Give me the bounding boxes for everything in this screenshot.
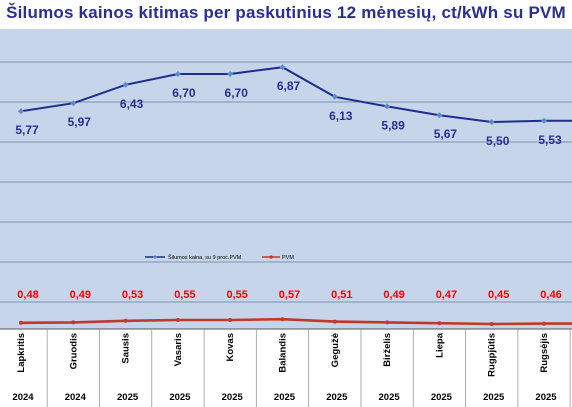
data-label-price: 5,77 <box>15 123 39 137</box>
legend: Šilumos kaina, su 9 proc.PVM PVM <box>145 254 294 261</box>
x-year-label: 2025 <box>379 392 401 403</box>
x-tick-label: Birželis <box>382 333 393 367</box>
x-year-label: 2025 <box>535 392 557 403</box>
legend-marker-vat <box>269 255 273 259</box>
data-label-price: 5,89 <box>381 118 405 132</box>
data-label-vat: 0,55 <box>174 289 195 301</box>
legend-marker-price <box>153 255 157 259</box>
data-label-price: 5,53 <box>538 133 562 147</box>
x-year-label: 2025 <box>483 392 505 403</box>
data-point-vat <box>332 319 337 324</box>
data-label-vat: 0,53 <box>122 289 143 301</box>
series-line-vat <box>20 317 572 326</box>
data-point-vat <box>175 318 180 322</box>
x-year-label: 2025 <box>326 392 348 403</box>
data-point-price <box>384 103 391 110</box>
data-point-vat <box>280 317 285 322</box>
data-label-vat: 0,47 <box>436 289 457 301</box>
data-label-vat: 0,49 <box>383 289 404 301</box>
plot-area <box>0 29 572 329</box>
data-point-vat <box>542 321 546 326</box>
data-point-price <box>227 71 234 77</box>
series-line-price <box>20 66 572 124</box>
data-point-vat <box>71 320 76 325</box>
data-label-vat: 0,57 <box>279 289 300 301</box>
data-point-vat <box>437 321 442 326</box>
x-tick-label: Balandis <box>278 333 289 373</box>
data-label-price: 6,70 <box>172 86 196 100</box>
x-tick-label: Gegužė <box>330 333 341 367</box>
x-tick-label: Sausis <box>121 333 132 364</box>
legend-label-price: Šilumos kaina, su 9 proc.PVM <box>168 254 242 261</box>
data-label-vat: 0,51 <box>331 289 352 301</box>
data-label-vat: 0,46 <box>540 289 561 301</box>
data-point-price <box>18 108 24 115</box>
x-tick-label: Rugsėjis <box>539 333 550 373</box>
data-point-vat <box>228 318 233 322</box>
data-label-price: 5,67 <box>434 127 458 141</box>
x-year-label: 2025 <box>274 392 296 403</box>
data-label-price: 6,87 <box>277 79 301 93</box>
data-label-vat: 0,49 <box>70 289 91 301</box>
data-label-price: 6,70 <box>225 86 249 100</box>
data-label-price: 6,43 <box>120 97 144 111</box>
x-tick-label: Rugpjūtis <box>487 333 498 377</box>
data-point-vat <box>123 318 128 323</box>
data-point-vat <box>489 322 494 326</box>
data-label-price: 6,13 <box>329 109 353 123</box>
data-label-vat: 0,45 <box>488 289 509 301</box>
x-year-label: 2025 <box>169 392 191 403</box>
x-tick-label: Lapkritis <box>16 333 27 373</box>
data-point-price <box>70 100 77 107</box>
data-point-price <box>174 71 181 77</box>
data-label-price: 5,97 <box>68 115 92 129</box>
data-point-price <box>331 93 338 100</box>
x-year-label: 2024 <box>65 392 87 403</box>
x-year-label: 2025 <box>222 392 244 403</box>
x-year-label: 2025 <box>431 392 453 403</box>
data-label-vat: 0,55 <box>226 289 247 301</box>
data-point-vat <box>19 320 23 325</box>
x-year-label: 2025 <box>117 392 139 403</box>
legend-label-vat: PVM <box>282 255 294 261</box>
data-point-vat <box>385 320 390 325</box>
chart-title: Šilumos kainos kitimas per paskutinius 1… <box>6 3 566 22</box>
data-point-price <box>488 119 495 125</box>
data-label-price: 5,50 <box>486 134 510 148</box>
data-point-price <box>122 81 129 88</box>
data-point-price <box>436 112 443 119</box>
x-tick-label: Kovas <box>225 333 236 362</box>
data-label-vat: 0,48 <box>17 289 38 301</box>
x-tick-label: Gruodis <box>68 333 79 369</box>
x-tick-label: Vasaris <box>173 333 184 366</box>
data-point-price <box>279 64 286 71</box>
x-year-label: 2024 <box>12 392 34 403</box>
x-tick-label: Liepa <box>434 332 445 358</box>
data-point-price <box>541 117 547 124</box>
